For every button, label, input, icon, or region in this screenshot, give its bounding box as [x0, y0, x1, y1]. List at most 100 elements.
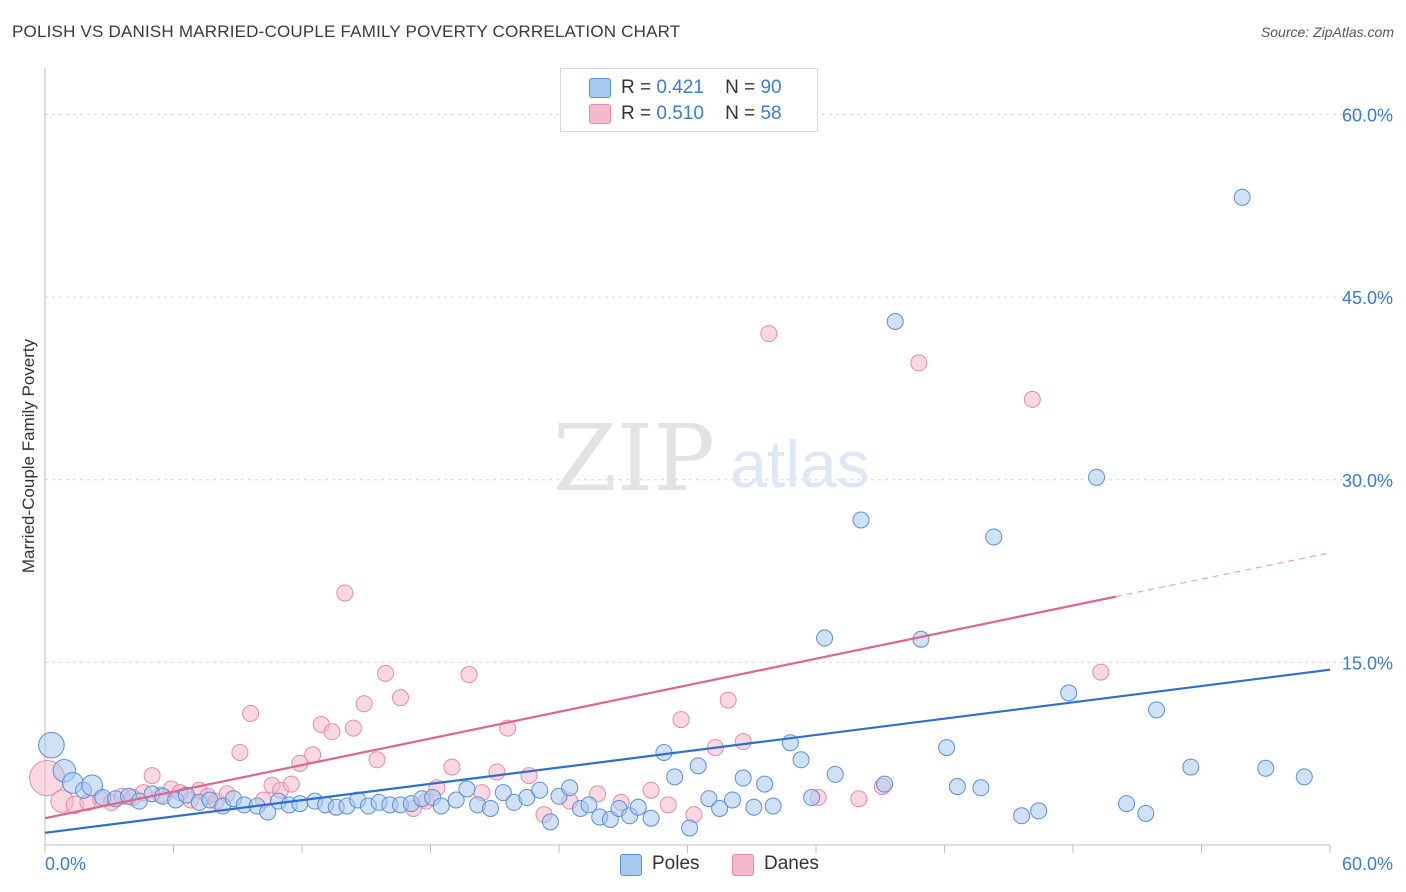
- dane-point: [734, 733, 752, 751]
- danes-r-label: R =: [621, 103, 652, 124]
- pole-point: [723, 791, 741, 809]
- pole-point: [1137, 804, 1155, 822]
- dane-point: [323, 723, 341, 741]
- poles-r-label: R =: [621, 77, 652, 98]
- pole-point: [458, 780, 476, 798]
- pole-point: [1013, 807, 1031, 825]
- poles-legend-label: Poles: [652, 853, 700, 874]
- pole-point: [756, 775, 774, 793]
- pole-point: [666, 768, 684, 786]
- dane-point: [336, 584, 354, 602]
- chart-title: POLISH VS DANISH MARRIED-COUPLE FAMILY P…: [12, 22, 681, 41]
- dane-point: [760, 325, 778, 343]
- pole-point: [803, 789, 821, 807]
- dane-point: [1092, 663, 1110, 681]
- pole-point: [1295, 768, 1313, 786]
- pole-point: [642, 809, 660, 827]
- pole-point: [494, 784, 512, 802]
- danes-trendline: [44, 595, 1117, 820]
- dane-point: [242, 705, 260, 723]
- danes-r-value: 0.510: [656, 103, 704, 124]
- poles-stats: R = 0.421 N = 90: [621, 77, 782, 99]
- dane-point: [344, 719, 362, 737]
- pole-point: [852, 511, 870, 529]
- pole-point: [816, 629, 834, 647]
- pole-point: [81, 774, 104, 797]
- danes-trendline-extension: [1115, 552, 1331, 598]
- watermark: ZIP atlas: [553, 405, 870, 512]
- pole-point: [1182, 758, 1200, 776]
- pole-point: [481, 799, 499, 817]
- poles-legend-swatch: [620, 854, 642, 876]
- dane-point: [642, 781, 660, 799]
- correlation-legend: R = 0.421 N = 90 R = 0.510 N = 58: [560, 68, 818, 132]
- pole-point: [792, 751, 810, 769]
- dane-point: [282, 775, 300, 793]
- pole-point: [1030, 802, 1048, 820]
- dane-point: [1023, 390, 1041, 408]
- dane-point: [304, 746, 322, 764]
- y-tick-label: 15.0%: [1342, 653, 1393, 673]
- watermark-zip: ZIP: [553, 405, 715, 512]
- y-tick-label: 30.0%: [1342, 471, 1393, 491]
- danes-n-value: 58: [760, 103, 782, 124]
- pole-point: [681, 819, 699, 837]
- pole-point: [518, 789, 536, 807]
- poles-trendline: [44, 668, 1331, 834]
- pole-point: [1257, 759, 1275, 777]
- pole-point: [745, 798, 763, 816]
- watermark-atlas: atlas: [730, 427, 869, 501]
- dane-point: [377, 664, 395, 682]
- pole-point: [912, 630, 930, 648]
- dane-point: [355, 695, 373, 713]
- pole-point: [876, 775, 894, 793]
- axes: [44, 68, 1331, 853]
- pole-point: [541, 813, 559, 831]
- pole-point: [1088, 468, 1106, 486]
- poles-n-value: 90: [760, 77, 782, 98]
- pole-point: [1060, 684, 1078, 702]
- pole-point: [177, 786, 195, 804]
- dane-point: [659, 796, 677, 814]
- pole-point: [1148, 701, 1166, 719]
- danes-stats: R = 0.510 N = 58: [621, 103, 782, 125]
- danes-n-label: N =: [725, 103, 756, 124]
- x-tick-label: 0.0%: [45, 854, 86, 874]
- danes-swatch: [589, 104, 611, 124]
- tick-labels: 15.0% 30.0% 45.0% 60.0% 0.0% 60.0%: [45, 106, 1393, 874]
- danes-legend-label: Danes: [764, 853, 819, 874]
- pole-point: [700, 790, 718, 808]
- poles-series: [38, 188, 1313, 837]
- dane-point: [392, 689, 410, 707]
- trendlines: [44, 552, 1331, 834]
- source-label: Source: ZipAtlas.com: [1260, 24, 1394, 40]
- dane-point: [460, 666, 478, 684]
- pole-point: [291, 795, 309, 813]
- dane-point: [443, 758, 461, 776]
- pole-point: [1233, 188, 1251, 206]
- pole-point: [886, 312, 904, 330]
- x-tick-label: 60.0%: [1342, 854, 1393, 874]
- poles-swatch: [589, 78, 611, 98]
- pole-point: [447, 791, 465, 809]
- gridlines: [45, 114, 1395, 663]
- pole-point: [826, 765, 844, 783]
- series-legend: Poles Danes: [0, 850, 1406, 880]
- dane-point: [910, 354, 928, 372]
- danes-legend-swatch: [732, 854, 754, 876]
- pole-point: [629, 798, 647, 816]
- pole-point: [580, 796, 598, 814]
- pole-point: [531, 781, 549, 799]
- dane-point: [719, 691, 737, 709]
- pole-point: [38, 731, 65, 759]
- dane-point: [850, 790, 868, 808]
- pole-point: [711, 799, 729, 817]
- pole-point: [764, 797, 782, 815]
- pole-point: [561, 779, 579, 797]
- pole-point: [689, 757, 707, 775]
- pole-point: [948, 778, 966, 796]
- dane-point: [231, 743, 249, 761]
- dane-point: [143, 767, 161, 785]
- pole-point: [734, 769, 752, 787]
